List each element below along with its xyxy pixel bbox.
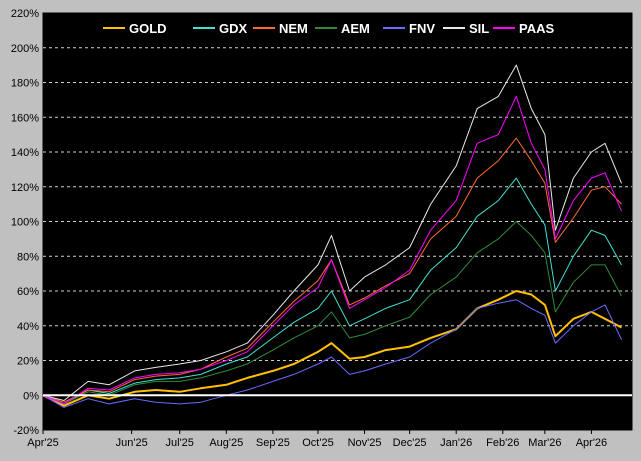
- legend-label-gdx: GDX: [219, 21, 248, 36]
- x-tick-label: Sep'25: [256, 437, 290, 449]
- y-tick-label: 160%: [11, 112, 39, 124]
- y-tick-label: 140%: [11, 147, 39, 159]
- y-axis-ticks: -20% 0% 20% 40% 60% 80% 100% 120% 140% 160% 180% 20…: [11, 8, 39, 437]
- y-tick-label: 0%: [23, 390, 39, 402]
- x-tick-label: Aug'25: [209, 437, 243, 449]
- x-tick-label: Jun'25: [116, 437, 148, 449]
- series-line-nem: [42, 137, 622, 403]
- y-tick-label: 60%: [17, 286, 39, 298]
- x-tick-label: Mar'26: [528, 437, 561, 449]
- legend-label-gold: GOLD: [129, 21, 167, 36]
- legend-label-paas: PAAS: [519, 21, 554, 36]
- y-tick-label: 40%: [17, 321, 39, 333]
- x-axis-ticks: Apr'25 Jun'25 Jul'25 Aug'25 Sep'25 Oct'25 Nov'…: [27, 430, 607, 449]
- series-line-sil: [42, 64, 622, 401]
- legend-label-nem: NEM: [279, 21, 308, 36]
- x-tick-label: Dec'25: [393, 437, 427, 449]
- x-tick-label: Nov'25: [348, 437, 382, 449]
- series-line-aem: [42, 221, 622, 405]
- legend-label-aem: AEM: [341, 21, 370, 36]
- x-tick-label: Oct'25: [302, 437, 333, 449]
- y-tick-label: 220%: [11, 8, 39, 20]
- y-tick-label: 180%: [11, 78, 39, 90]
- series-line-gold: [42, 290, 622, 407]
- series-line-paas: [42, 95, 622, 405]
- series-line-gdx: [42, 177, 622, 405]
- y-tick-label: -20%: [13, 425, 39, 437]
- series-line-fnv: [42, 299, 622, 408]
- legend-label-sil: SIL: [469, 21, 489, 36]
- x-tick-label: Apr'26: [576, 437, 607, 449]
- series-lines: [42, 64, 632, 408]
- x-tick-label: Apr'25: [27, 437, 58, 449]
- y-tick-label: 200%: [11, 43, 39, 55]
- legend-label-fnv: FNV: [409, 21, 435, 36]
- gridlines: [43, 47, 632, 361]
- x-tick-label: Jul'25: [166, 437, 194, 449]
- x-tick-label: Jan'26: [440, 437, 472, 449]
- y-tick-label: 20%: [17, 356, 39, 368]
- legend: GOLD GDX NEM AEM FNV SIL PAAS: [103, 21, 554, 36]
- y-tick-label: 100%: [11, 217, 39, 229]
- x-tick-label: Feb'26: [486, 437, 519, 449]
- y-tick-label: 80%: [17, 251, 39, 263]
- y-tick-label: 120%: [11, 182, 39, 194]
